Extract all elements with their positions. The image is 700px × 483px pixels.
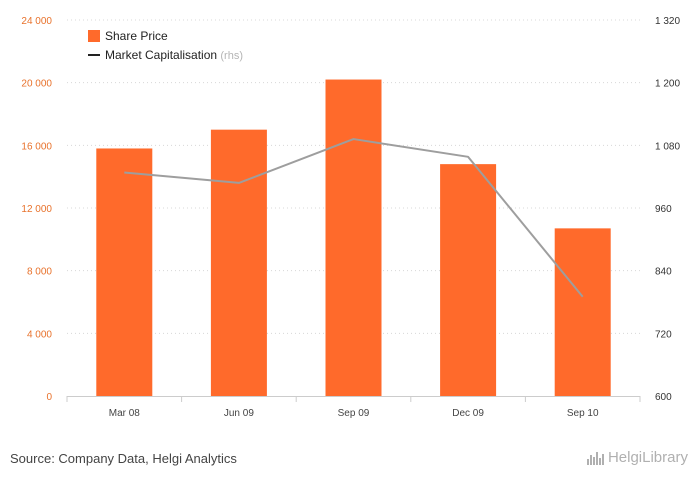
- chart: 0 4 000 8 000 12 000 16 000 20 000 24 000 600 72…: [21, 16, 680, 419]
- right-axis-tick-label: 600: [655, 392, 672, 403]
- left-axis-tick-label: 16 000: [21, 141, 52, 152]
- left-axis-tick-label: 8 000: [27, 267, 52, 278]
- share-price-bar: [325, 79, 382, 397]
- x-axis-tick-label: Sep 10: [567, 408, 599, 419]
- market-cap-line: [124, 138, 584, 298]
- left-axis-tick-label: 20 000: [21, 79, 52, 90]
- share-price-bar: [554, 228, 611, 396]
- market-cap-polyline: [124, 138, 584, 298]
- x-axis-tick-label: Sep 09: [338, 408, 370, 419]
- share-price-bar: [440, 164, 497, 396]
- legend-rhs-note: (rhs): [220, 50, 243, 62]
- left-axis-tick-label: 4 000: [27, 329, 52, 340]
- brand-logo: HelgiLibrary: [586, 449, 688, 466]
- legend-label-market-cap: Market Capitalisation (rhs): [105, 48, 243, 62]
- x-axis-tick-label: Jun 09: [224, 408, 254, 419]
- left-axis-tick-label: 24 000: [21, 16, 52, 27]
- x-axis-tick-label: Mar 08: [109, 408, 141, 419]
- brand-name: HelgiLibrary: [607, 449, 688, 466]
- right-axis-tick-label: 1 200: [655, 79, 680, 90]
- source-note: Source: Company Data, Helgi Analytics: [10, 451, 237, 466]
- right-axis-tick-label: 960: [655, 204, 672, 215]
- left-axis-tick-label: 0: [46, 392, 52, 403]
- left-axis-tick-label: 12 000: [21, 204, 52, 215]
- right-axis-tick-label: 840: [655, 267, 672, 278]
- library-icon: [586, 451, 604, 465]
- right-axis-tick-label: 720: [655, 329, 672, 340]
- share-price-bar: [210, 129, 267, 396]
- right-axis-tick-label: 1 320: [655, 16, 680, 27]
- legend-label-share-price: Share Price: [105, 29, 168, 43]
- legend-swatch-share-price: [88, 30, 100, 42]
- legend: Share Price Market Capitalisation (rhs): [88, 29, 243, 62]
- share-price-bars: [96, 79, 611, 397]
- axes: 0 4 000 8 000 12 000 16 000 20 000 24 000 600 72…: [21, 16, 680, 419]
- right-axis-tick-label: 1 080: [655, 141, 680, 152]
- share-price-bar: [96, 148, 153, 396]
- x-axis-tick-label: Dec 09: [452, 408, 484, 419]
